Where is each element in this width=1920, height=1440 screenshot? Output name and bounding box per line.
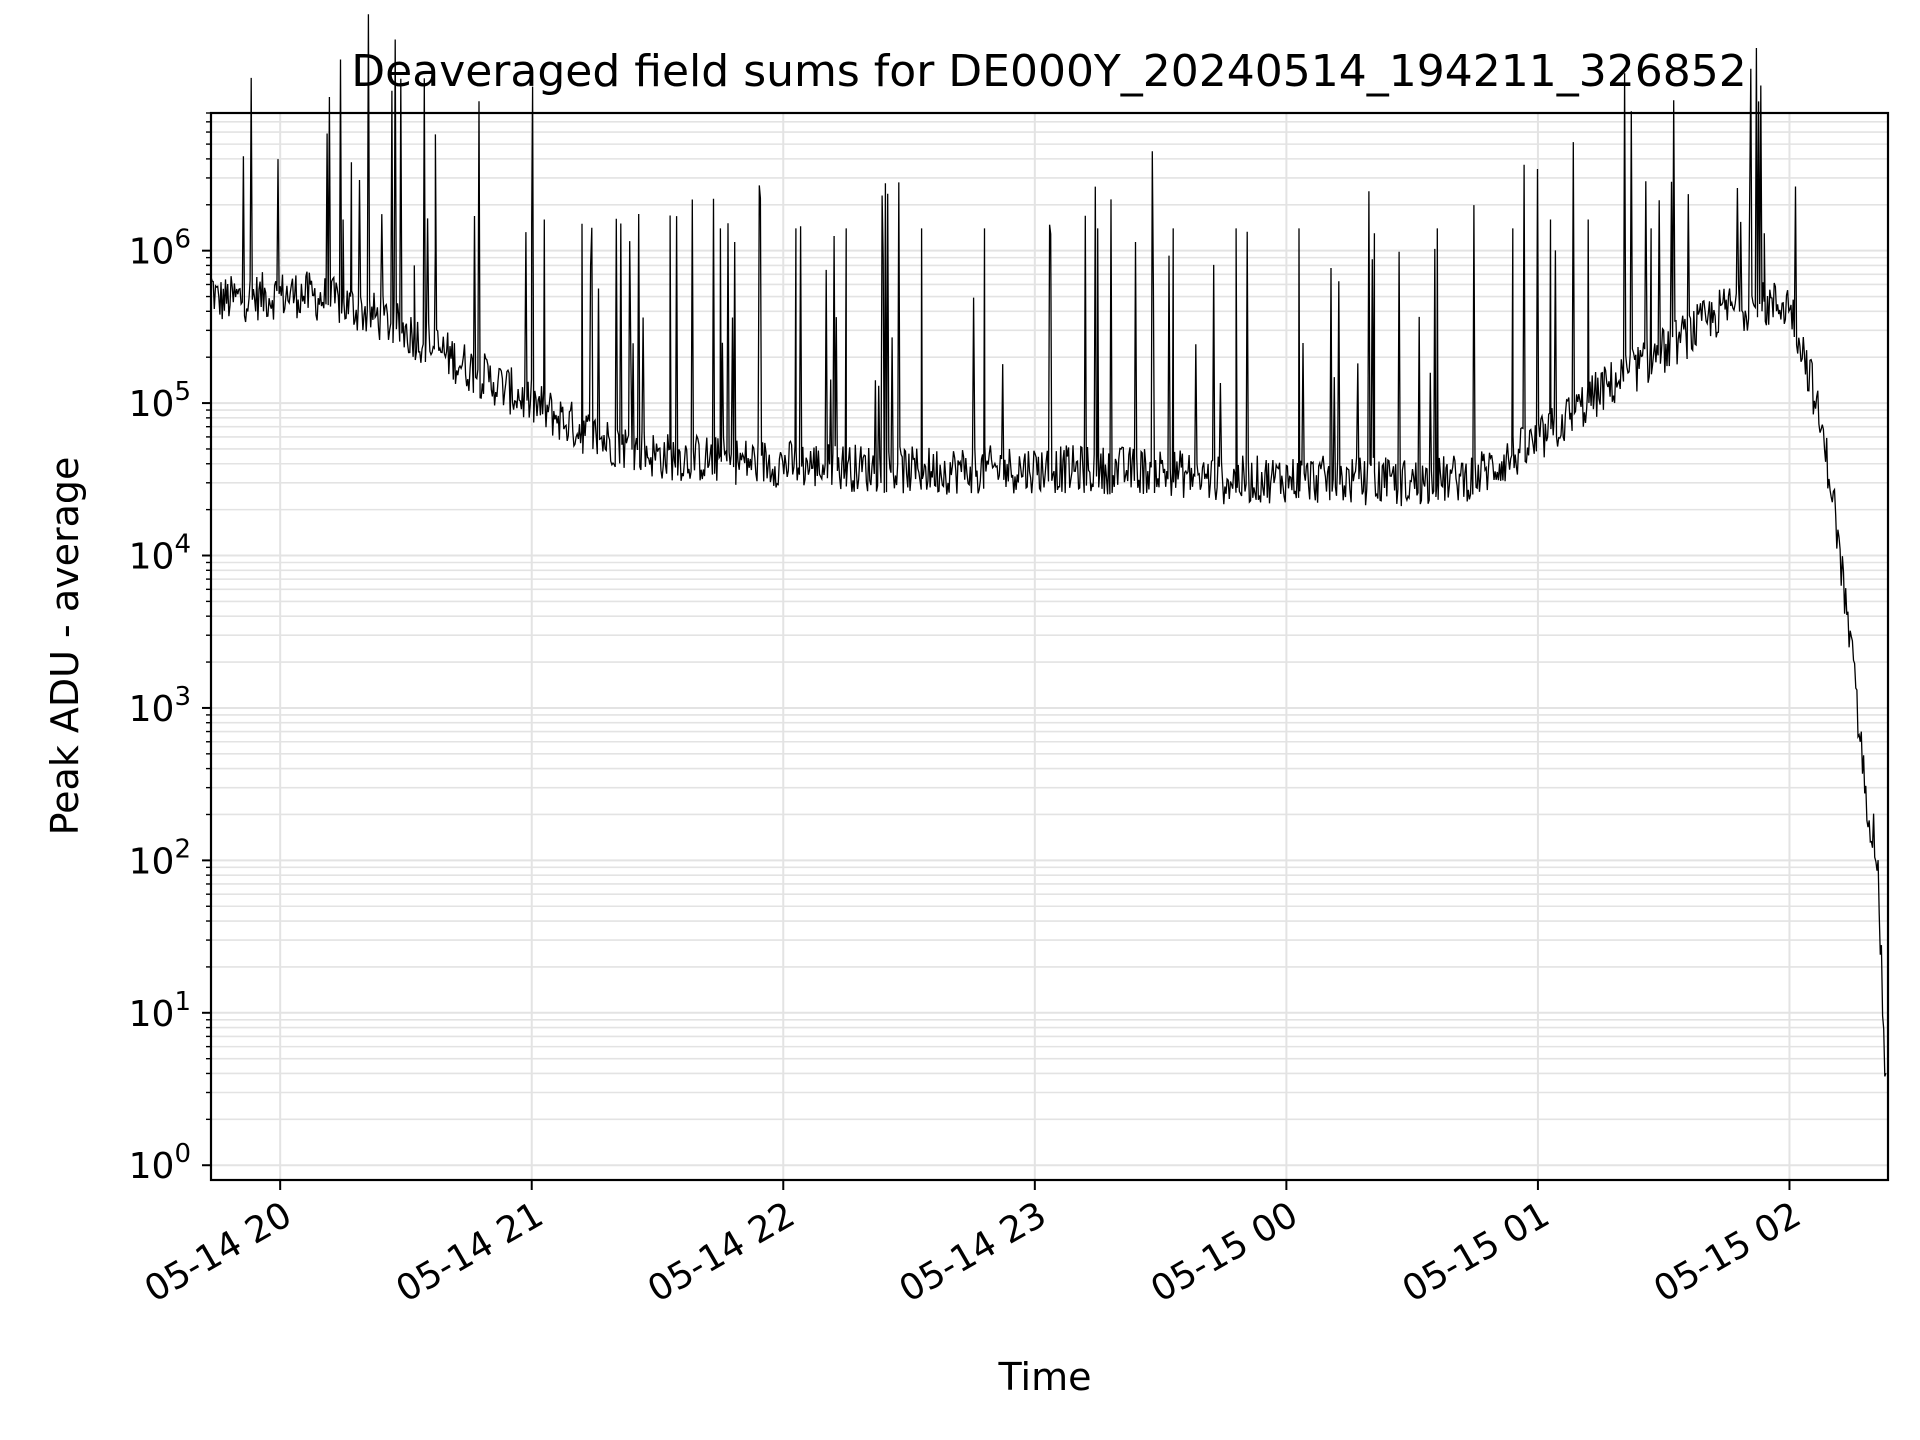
- y-tick-label: 101: [129, 987, 191, 1035]
- y-tick-label: 105: [129, 377, 191, 425]
- plot-frame: [209, 111, 1890, 1182]
- y-axis-label: Peak ADU - average: [43, 457, 87, 836]
- series-line: [210, 14, 1887, 1077]
- chart-title: Deaveraged field sums for DE000Y_2024051…: [351, 46, 1746, 97]
- series-layer: [210, 14, 1887, 1077]
- x-axis-label: Time: [998, 1355, 1092, 1399]
- grid: [211, 112, 1888, 1180]
- y-tick-label: 106: [129, 225, 191, 273]
- y-tick-label: 103: [129, 682, 191, 730]
- y-tick-label: 104: [129, 530, 191, 578]
- y-tick-label: 100: [129, 1139, 191, 1187]
- y-tick-label: 102: [129, 834, 191, 882]
